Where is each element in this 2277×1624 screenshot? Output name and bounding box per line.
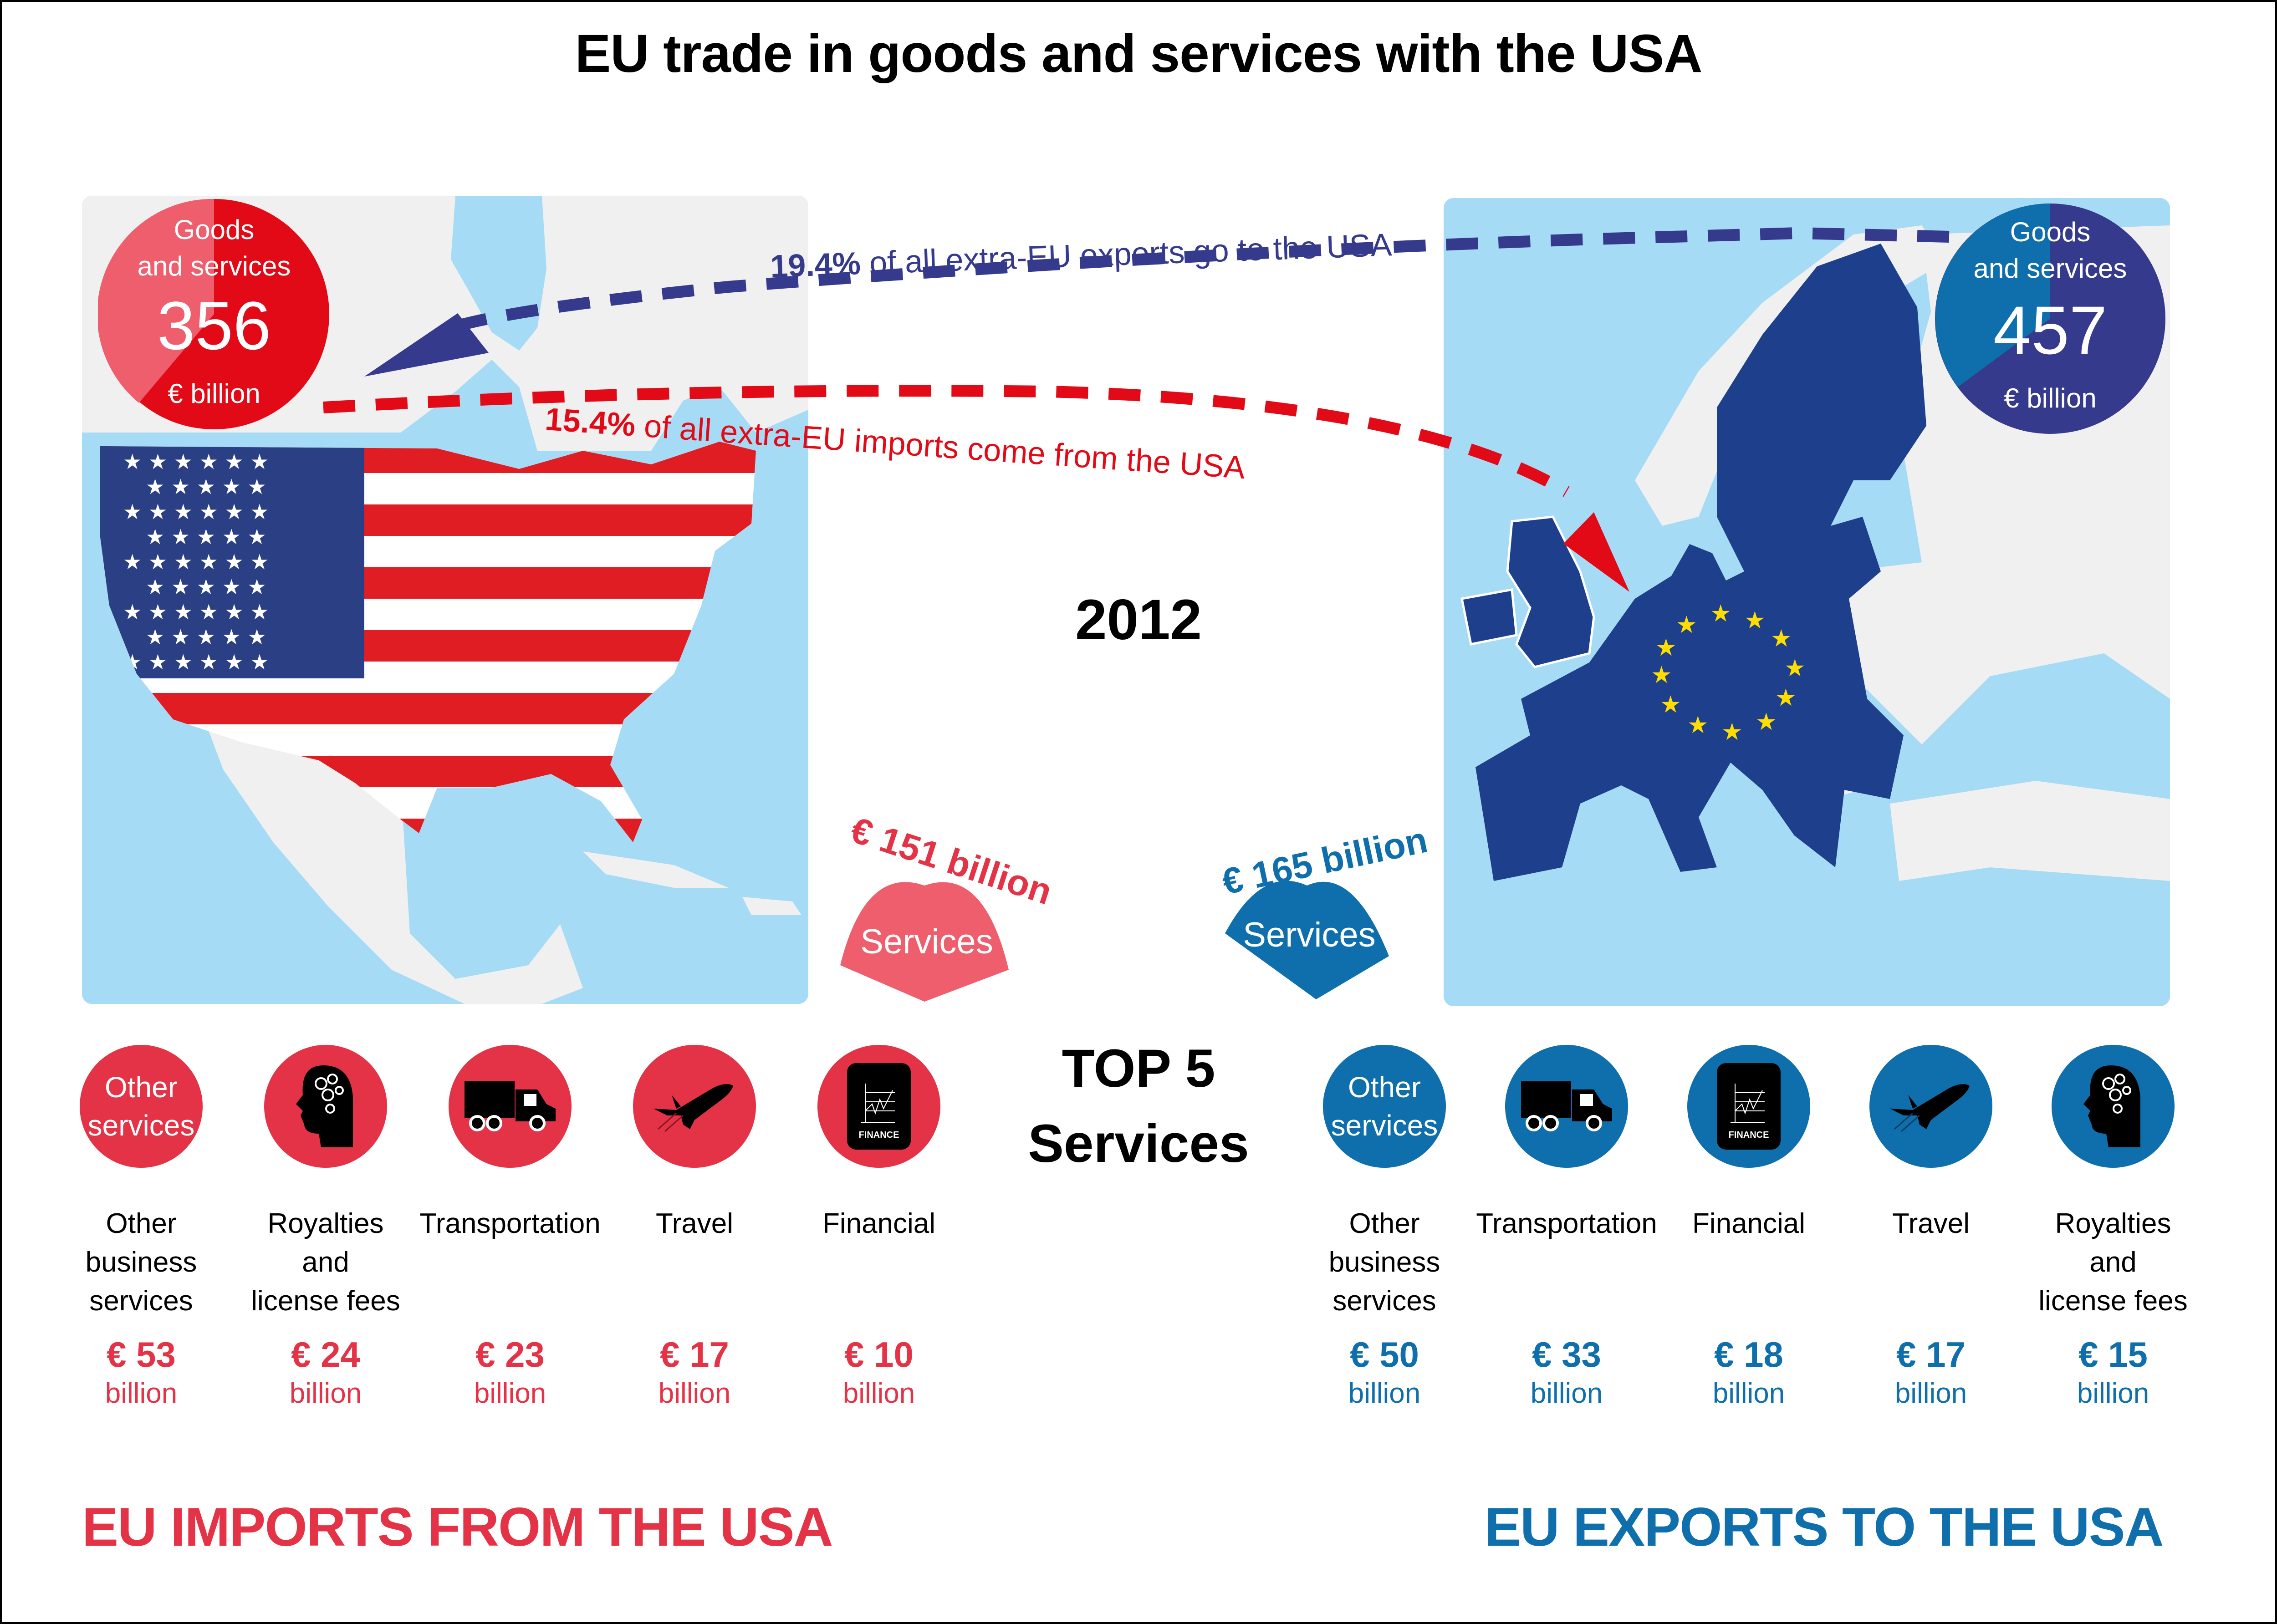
imports-service-name: Transportation <box>419 1208 601 1239</box>
europe-map: ★ ★ ★ ★ ★ ★ ★ ★ ★ ★ ★ ★ <box>1444 198 2170 1006</box>
exports-pie-line1: Goods <box>2010 217 2091 247</box>
exports-service-value: € 15 <box>2078 1334 2148 1375</box>
exports-service-unit: billion <box>1712 1378 1785 1409</box>
svg-text:★ ★ ★ ★ ★: ★ ★ ★ ★ ★ <box>146 474 266 499</box>
svg-text:★: ★ <box>1710 600 1731 627</box>
top5-line1: TOP 5 <box>1062 1039 1215 1099</box>
imports-service-value: € 10 <box>844 1334 914 1375</box>
exports-service-name: Royalties and license fees <box>2038 1208 2188 1317</box>
svg-text:★: ★ <box>1687 712 1709 739</box>
truck-icon <box>449 1045 572 1168</box>
imports-pie-value: 356 <box>157 287 271 364</box>
imports-service-name: Royalties and license fees <box>251 1208 400 1317</box>
year-label: 2012 <box>1075 588 1202 652</box>
imports-pie-line1: Goods <box>174 214 255 245</box>
head-gears-icon <box>264 1045 387 1168</box>
imports-service-icon-other: Other services <box>80 1045 203 1168</box>
imports-service-name: Travel <box>656 1208 733 1239</box>
europe-map-graphic: ★ ★ ★ ★★★ ★★★ ★★★ <box>1444 198 2170 1006</box>
svg-text:★: ★ <box>1655 634 1677 662</box>
svg-text:★: ★ <box>1651 662 1672 689</box>
imports-service-unit: billion <box>289 1378 362 1409</box>
svg-text:★: ★ <box>1721 718 1743 746</box>
svg-text:★ ★ ★ ★ ★: ★ ★ ★ ★ ★ <box>146 524 266 549</box>
svg-text:★ ★ ★ ★ ★: ★ ★ ★ ★ ★ <box>146 575 266 599</box>
exports-service-value: € 17 <box>1896 1334 1966 1375</box>
exports-service-name: Travel <box>1892 1208 1970 1239</box>
exports-service-unit: billion <box>2077 1378 2149 1409</box>
trade-flow-arrows <box>323 227 1950 592</box>
svg-text:★: ★ <box>1660 691 1681 718</box>
finance-icon: FINANCE <box>1687 1045 1810 1168</box>
exports-arrowhead-icon <box>364 313 489 377</box>
svg-text:★: ★ <box>1676 611 1697 639</box>
page-title: EU trade in goods and services with the … <box>575 24 1703 84</box>
top5-heading: TOP 5 Services <box>979 1031 1298 1181</box>
svg-text:★: ★ <box>1771 625 1792 652</box>
svg-text:★: ★ <box>1744 607 1766 634</box>
top5-line2: Services <box>1028 1114 1249 1174</box>
exports-dashed-line <box>442 227 1950 336</box>
imports-footer-heading: EU IMPORTS FROM THE USA <box>82 1497 833 1558</box>
airplane-icon <box>1869 1045 1992 1168</box>
svg-text:★ ★ ★ ★ ★ ★: ★ ★ ★ ★ ★ ★ <box>123 650 269 674</box>
exports-service-name: Other business services <box>1328 1208 1440 1317</box>
svg-text:★ ★ ★ ★ ★ ★: ★ ★ ★ ★ ★ ★ <box>123 600 269 624</box>
truck-icon <box>1505 1045 1628 1168</box>
imports-services-label: Services <box>860 922 993 961</box>
svg-text:★: ★ <box>1784 655 1806 682</box>
imports-service-unit: billion <box>842 1378 915 1409</box>
head-gears-icon <box>2052 1045 2175 1168</box>
exports-service-name: Financial <box>1692 1208 1806 1239</box>
imports-service-unit: billion <box>474 1378 546 1409</box>
exports-pie-value: 457 <box>1993 292 2108 368</box>
svg-text:★ ★ ★ ★ ★ ★: ★ ★ ★ ★ ★ ★ <box>123 550 269 574</box>
imports-service-unit: billion <box>658 1378 731 1409</box>
exports-share-percent: 19.4% <box>770 245 862 284</box>
exports-service-unit: billion <box>1894 1378 1967 1409</box>
exports-footer-heading: EU EXPORTS TO THE USA <box>1485 1497 2164 1558</box>
svg-text:★ ★ ★ ★ ★: ★ ★ ★ ★ ★ <box>146 625 266 649</box>
imports-pie-unit: € billion <box>168 378 260 409</box>
exports-service-value: € 33 <box>1532 1334 1601 1375</box>
imports-dashed-line <box>323 385 1570 497</box>
imports-service-name: Financial <box>822 1208 936 1239</box>
exports-service-value: € 50 <box>1350 1334 1419 1375</box>
svg-text:★ ★ ★ ★ ★ ★: ★ ★ ★ ★ ★ ★ <box>123 499 269 524</box>
eu-stars-icon: ★ ★ ★ ★★★ ★★★ ★★★ <box>1651 600 1806 746</box>
imports-services-badge: € 151 billion Services <box>820 809 1066 1006</box>
svg-text:★: ★ <box>1775 684 1797 712</box>
imports-service-value: € 17 <box>660 1334 729 1375</box>
exports-services-label: Services <box>1243 916 1376 954</box>
svg-text:★: ★ <box>1756 708 1777 736</box>
exports-service-icon-other: Other services <box>1323 1045 1446 1168</box>
imports-service-value: € 53 <box>107 1334 176 1375</box>
airplane-icon <box>633 1045 756 1168</box>
finance-icon: FINANCE <box>817 1045 940 1168</box>
exports-pie-chart: Goods and services 457 € billion <box>1934 203 2166 435</box>
imports-pie-chart: Goods and services 356 € billion <box>98 198 330 430</box>
imports-service-unit: billion <box>105 1378 178 1409</box>
exports-pie-unit: € billion <box>2004 383 2097 413</box>
exports-service-value: € 18 <box>1714 1334 1783 1375</box>
imports-service-value: € 24 <box>291 1334 360 1375</box>
exports-pie-line2: and services <box>1973 253 2127 284</box>
imports-service-name: Other business services <box>85 1208 197 1317</box>
imports-service-value: € 23 <box>475 1334 545 1375</box>
imports-share-percent: 15.4% <box>544 401 637 443</box>
svg-text:★ ★ ★ ★ ★ ★: ★ ★ ★ ★ ★ ★ <box>123 449 269 474</box>
exports-services-badge: € 165 billion Services <box>1202 819 1448 1006</box>
exports-service-name: Transportation <box>1476 1208 1657 1239</box>
imports-arrowhead-icon <box>1563 512 1629 592</box>
exports-service-unit: billion <box>1530 1378 1603 1409</box>
exports-service-unit: billion <box>1348 1378 1421 1409</box>
imports-pie-line2: and services <box>137 251 291 281</box>
